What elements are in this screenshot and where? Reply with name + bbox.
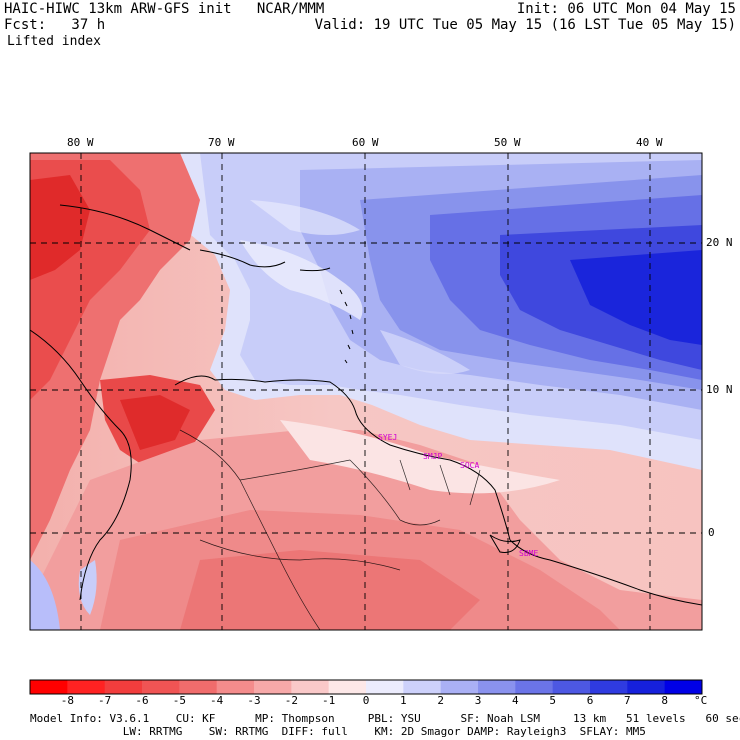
lon-label-70w: 70 W [208,136,235,149]
colorbar-swatch [216,680,255,694]
colorbar-swatch [328,680,367,694]
map-field [30,153,702,630]
model-info-line1: Model Info: V3.6.1 CU: KF MP: Thompson P… [30,712,740,725]
colorbar-tick-label: -2 [284,694,298,707]
colorbar-tick-label: 5 [549,694,556,707]
model-title: HAIC-HIWC 13km ARW-GFS init NCAR/MMM [4,1,325,17]
lon-label-60w: 60 W [352,136,379,149]
colorbar-tick-label: -4 [210,694,224,707]
colorbar-unit: °C [694,694,708,707]
lat-label-0: 0 [708,526,715,539]
station-label: SBME [519,549,539,558]
lat-label-20n: 20 N [706,236,733,249]
station-label: SOCA [460,461,480,470]
colorbar-swatch [552,680,591,694]
forecast-hour: Fcst: 37 h [4,17,106,33]
lon-label-40w: 40 W [636,136,663,149]
colorbar-tick-label: 7 [624,694,631,707]
coastlines [30,204,702,606]
colorbar-tick-label: 4 [512,694,519,707]
colorbar-tick-label: 3 [474,694,482,707]
lat-label-10n: 10 N [706,383,733,396]
colorbar-swatch [254,680,292,694]
colorbar-tick-label: -1 [322,694,336,707]
colorbar-swatch [179,680,218,694]
colorbar-swatch [590,680,628,694]
colorbar-tick-label: 2 [437,694,444,707]
station-label: SMJP [423,452,443,461]
colorbar-tick-label: 0 [362,694,370,707]
lon-label-80w: 80 W [67,136,94,149]
colorbar-swatch [366,680,404,694]
colorbar-swatch [440,680,479,694]
colorbar-swatch [664,680,703,694]
lat-lon-grid [30,153,702,630]
colorbar-tick-label: 8 [661,694,668,707]
colorbar-swatch [30,680,68,694]
colorbar-border [29,679,703,695]
init-time: Init: 06 UTC Mon 04 May 15 [516,1,736,17]
colorbar-tick-label: -8 [60,694,74,707]
colorbar-swatch [403,680,442,694]
colorbar-swatch [291,680,330,694]
colorbar-tick-label: -6 [135,694,149,707]
country-borders [179,429,481,630]
colorbar [30,680,703,694]
colorbar-tick-label: 6 [586,694,594,707]
colorbar-swatch [478,680,516,694]
lon-label-50w: 50 W [494,136,521,149]
colorbar-tick-label: 1 [400,694,407,707]
station-label: SYEJ [378,433,398,442]
colorbar-tick-label: -3 [247,694,261,707]
colorbar-tick-label: -7 [98,694,112,707]
colorbar-swatch [67,680,106,694]
colorbar-swatch [142,680,180,694]
colorbar-tick-label: -5 [172,694,186,707]
model-info-line2: LW: RRTMG SW: RRTMG DIFF: full KM: 2D Sm… [30,725,646,738]
colorbar-swatch [515,680,554,694]
field-name: Lifted index [7,34,101,49]
colorbar-swatch [104,680,143,694]
map-border [29,152,703,631]
colorbar-swatch [627,680,666,694]
valid-time: Valid: 19 UTC Tue 05 May 15 (16 LST Tue … [314,17,736,33]
